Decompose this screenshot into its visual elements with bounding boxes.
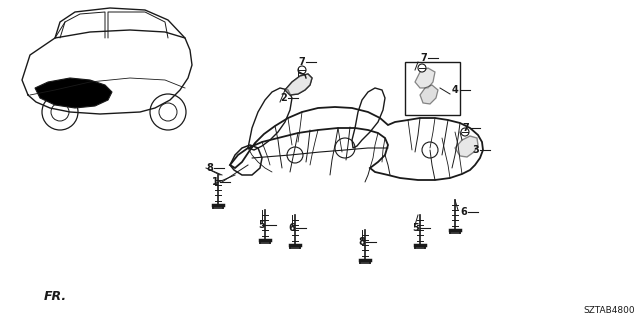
Text: 7: 7 — [298, 57, 305, 67]
Text: 7: 7 — [462, 123, 468, 133]
Text: 1: 1 — [212, 177, 219, 187]
Text: 6: 6 — [460, 207, 467, 217]
Text: 8: 8 — [358, 237, 365, 247]
Text: 4: 4 — [452, 85, 459, 95]
Polygon shape — [455, 136, 478, 157]
Circle shape — [51, 103, 69, 121]
Circle shape — [418, 64, 426, 72]
Text: 5: 5 — [412, 223, 419, 233]
Text: FR.: FR. — [44, 290, 67, 302]
Polygon shape — [285, 74, 312, 95]
Circle shape — [150, 94, 186, 130]
Polygon shape — [420, 85, 438, 104]
Text: SZTAB4800: SZTAB4800 — [584, 306, 635, 315]
Circle shape — [159, 103, 177, 121]
Circle shape — [298, 66, 306, 74]
Polygon shape — [35, 78, 112, 108]
Text: 6: 6 — [288, 223, 295, 233]
Polygon shape — [415, 68, 435, 88]
Text: 8: 8 — [206, 163, 213, 173]
Text: 5: 5 — [258, 220, 265, 230]
Text: 2: 2 — [280, 93, 287, 103]
Circle shape — [461, 128, 469, 136]
Text: 7: 7 — [420, 53, 427, 63]
Circle shape — [42, 94, 78, 130]
Text: 3: 3 — [472, 145, 479, 155]
